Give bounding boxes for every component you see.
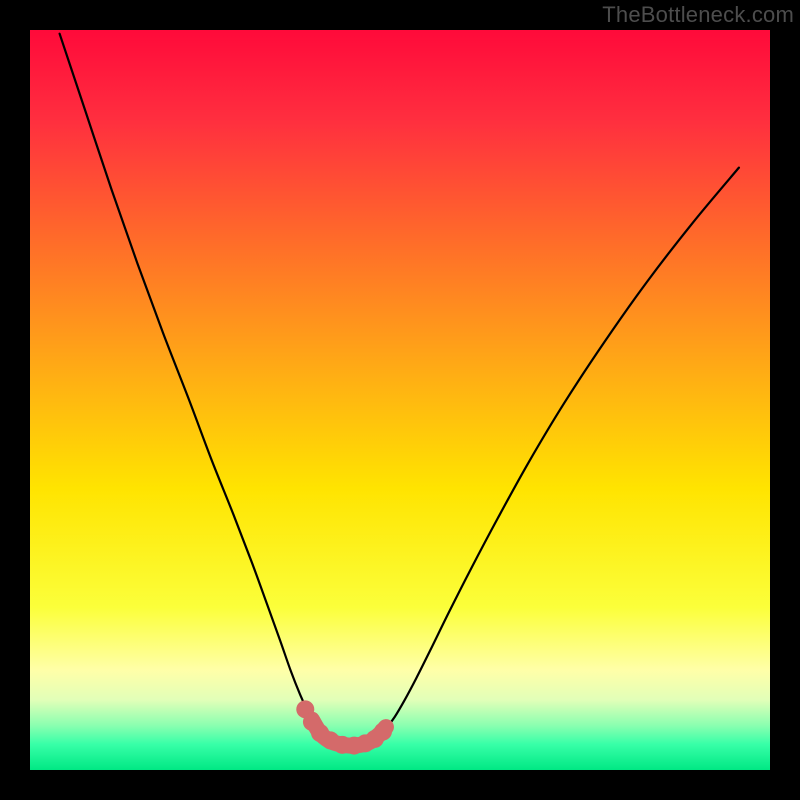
dip-dot xyxy=(374,723,392,741)
watermark-text: TheBottleneck.com xyxy=(602,2,794,28)
gradient-background xyxy=(30,30,770,770)
chart-svg xyxy=(0,0,800,800)
chart-stage: TheBottleneck.com xyxy=(0,0,800,800)
